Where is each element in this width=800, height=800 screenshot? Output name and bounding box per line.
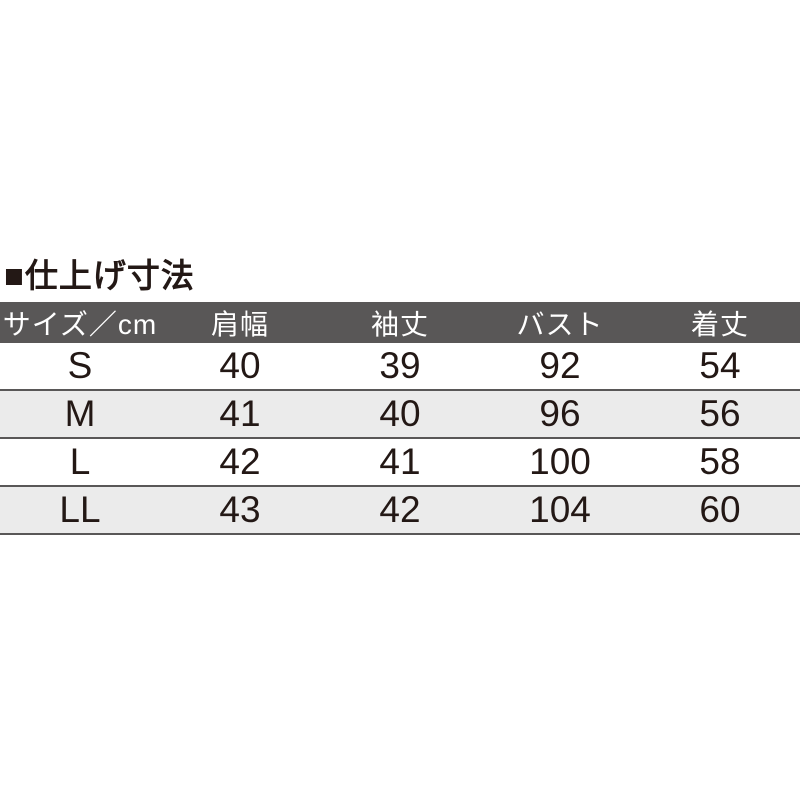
value-cell: 41 xyxy=(160,390,320,439)
value-cell: 92 xyxy=(480,343,640,391)
value-cell: 43 xyxy=(160,486,320,535)
value-cell: 58 xyxy=(640,438,800,487)
col-header-sleeve-length: 袖丈 xyxy=(320,302,480,343)
value-cell: 100 xyxy=(480,438,640,487)
table-row-size-l: L 42 41 100 58 xyxy=(0,438,800,487)
size-label-cell: M xyxy=(0,390,160,439)
table-row-size-s: S 40 39 92 54 xyxy=(0,343,800,391)
col-header-shoulder-width: 肩幅 xyxy=(160,302,320,343)
table-row-size-m: M 41 40 96 56 xyxy=(0,390,800,439)
size-label-cell: L xyxy=(0,438,160,487)
size-table: サイズ／cm 肩幅 袖丈 バスト 着丈 S 40 39 92 54 M 41 4… xyxy=(0,302,800,535)
value-cell: 60 xyxy=(640,486,800,535)
table-row-size-ll: LL 43 42 104 60 xyxy=(0,486,800,535)
size-table-header-row: サイズ／cm 肩幅 袖丈 バスト 着丈 xyxy=(0,302,800,343)
value-cell: 56 xyxy=(640,390,800,439)
col-header-body-length: 着丈 xyxy=(640,302,800,343)
col-header-size-cm: サイズ／cm xyxy=(0,302,160,343)
value-cell: 40 xyxy=(160,343,320,391)
value-cell: 42 xyxy=(320,486,480,535)
value-cell: 96 xyxy=(480,390,640,439)
value-cell: 42 xyxy=(160,438,320,487)
value-cell: 104 xyxy=(480,486,640,535)
col-header-bust: バスト xyxy=(480,302,640,343)
section-title: ■仕上げ寸法 xyxy=(4,257,195,294)
value-cell: 41 xyxy=(320,438,480,487)
value-cell: 39 xyxy=(320,343,480,391)
size-label-cell: LL xyxy=(0,486,160,535)
size-label-cell: S xyxy=(0,343,160,391)
value-cell: 54 xyxy=(640,343,800,391)
value-cell: 40 xyxy=(320,390,480,439)
